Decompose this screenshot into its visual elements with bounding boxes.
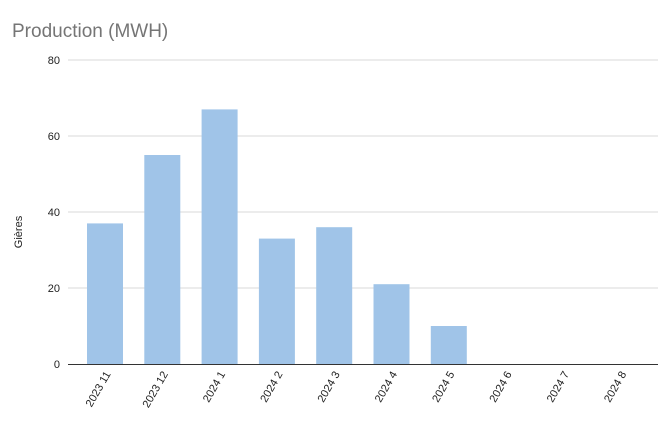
x-tick-label: 2024 5 — [430, 370, 457, 405]
x-tick-label: 2024 2 — [258, 370, 285, 405]
x-tick-label: 2024 6 — [487, 370, 514, 405]
bar[interactable] — [373, 284, 410, 364]
bar[interactable] — [144, 155, 181, 364]
y-tick-label: 0 — [54, 359, 60, 371]
bar[interactable] — [430, 326, 467, 364]
chart-title: Production (MWH) — [12, 21, 168, 42]
x-tick-label: 2024 3 — [316, 370, 343, 405]
bar[interactable] — [316, 227, 353, 364]
bars — [87, 109, 467, 365]
x-tick-label: 2024 7 — [545, 370, 572, 405]
y-tick-label: 40 — [48, 207, 60, 219]
y-axis-label: Gières — [13, 215, 25, 248]
y-tick-label: 20 — [48, 283, 60, 295]
x-tick-label: 2024 8 — [602, 370, 629, 405]
x-tick-label: 2024 4 — [373, 370, 400, 405]
y-tick-label: 60 — [48, 131, 60, 143]
x-tick-labels: 2023 11 2023 12 2024 1 2024 2 2024 3 2024 4 20… — [84, 370, 630, 410]
bar[interactable] — [87, 223, 123, 364]
y-tick-label: 80 — [48, 55, 60, 67]
x-tick-label: 2023 11 — [84, 370, 114, 410]
bar[interactable] — [201, 109, 238, 365]
x-tick-label: 2024 1 — [201, 370, 228, 405]
x-tick-label: 2023 12 — [141, 370, 171, 410]
y-tick-labels: 0 20 40 60 80 — [48, 55, 60, 371]
bar[interactable] — [258, 238, 295, 364]
